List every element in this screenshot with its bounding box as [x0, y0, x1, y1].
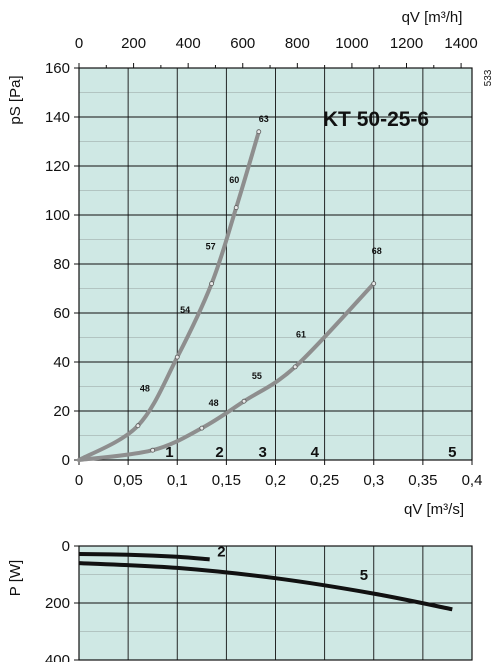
y-tick-label: 160 [45, 60, 70, 77]
data-point [256, 129, 262, 135]
y-tick-label: 40 [53, 354, 70, 371]
chart-title: KT 50-25-6 [323, 108, 429, 131]
data-point [241, 398, 247, 404]
power-series-label: 2 [217, 543, 225, 560]
y-tick-label: 100 [45, 207, 70, 224]
x-tick-label: 0,05 [114, 472, 143, 489]
system-curve-line [77, 281, 376, 462]
x-tick-label: 0 [75, 472, 83, 489]
data-point [209, 281, 215, 287]
x-tick-label: 0,2 [265, 472, 286, 489]
top-x-tick-label: 200 [121, 35, 146, 52]
speed-step-label: 4 [311, 444, 320, 461]
noise-level-label: 57 [206, 241, 216, 251]
speed-step-label: 3 [259, 444, 267, 461]
speed-step-label: 2 [215, 444, 223, 461]
y-tick-label: 0 [62, 452, 70, 469]
y-tick-label: 140 [45, 109, 70, 126]
top-x-tick-label: 600 [230, 35, 255, 52]
y-tick-label: 60 [53, 305, 70, 322]
power-y-tick-label: 400 [45, 652, 70, 662]
speed-step-label: 5 [448, 444, 456, 461]
noise-level-label: 63 [259, 114, 269, 124]
top-x-tick-label: 400 [176, 35, 201, 52]
y-axis-label: pS [Pa] [7, 75, 24, 124]
noise-level-label: 60 [229, 175, 239, 185]
speed-step-label: 1 [165, 444, 173, 461]
title-backdrop [304, 105, 452, 133]
x-tick-label: 0,1 [167, 472, 188, 489]
data-point [292, 364, 298, 370]
data-point [135, 423, 141, 429]
data-point [199, 425, 205, 431]
top-x-tick-label: 1200 [390, 35, 423, 52]
top-x-tick-label: 0 [75, 35, 83, 52]
data-point [233, 205, 239, 211]
y-tick-label: 80 [53, 256, 70, 273]
x-axis-label: qV [m³/s] [404, 501, 464, 518]
x-tick-label: 0,4 [462, 472, 483, 489]
noise-level-label: 68 [372, 246, 382, 256]
data-point [371, 281, 377, 287]
noise-level-label: 48 [140, 383, 150, 393]
power-y-axis-label: P [W] [7, 560, 24, 596]
x-tick-label: 0,25 [310, 472, 339, 489]
power-curve-line [78, 552, 210, 562]
x-tick-label: 0,15 [212, 472, 241, 489]
top-x-tick-label: 800 [285, 35, 310, 52]
top-x-axis-label: qV [m³/h] [402, 9, 463, 26]
data-point [174, 354, 180, 360]
power-curve-line [78, 561, 453, 612]
noise-level-label: 61 [296, 330, 306, 340]
data-point [150, 447, 156, 453]
y-tick-label: 120 [45, 158, 70, 175]
top-x-tick-label: 1400 [444, 35, 477, 52]
top-x-tick-label: 1000 [335, 35, 368, 52]
noise-level-label: 48 [209, 398, 219, 408]
drawing-code: 533 [483, 69, 494, 86]
noise-level-label: 55 [252, 371, 262, 381]
power-series-label: 5 [360, 567, 368, 584]
system-curve-line [77, 129, 261, 462]
power-y-tick-label: 200 [45, 595, 70, 612]
power-y-tick-label: 0 [62, 538, 70, 555]
x-tick-label: 0,3 [363, 472, 384, 489]
noise-level-label: 54 [180, 305, 190, 315]
y-tick-label: 20 [53, 403, 70, 420]
x-tick-label: 0,35 [408, 472, 437, 489]
